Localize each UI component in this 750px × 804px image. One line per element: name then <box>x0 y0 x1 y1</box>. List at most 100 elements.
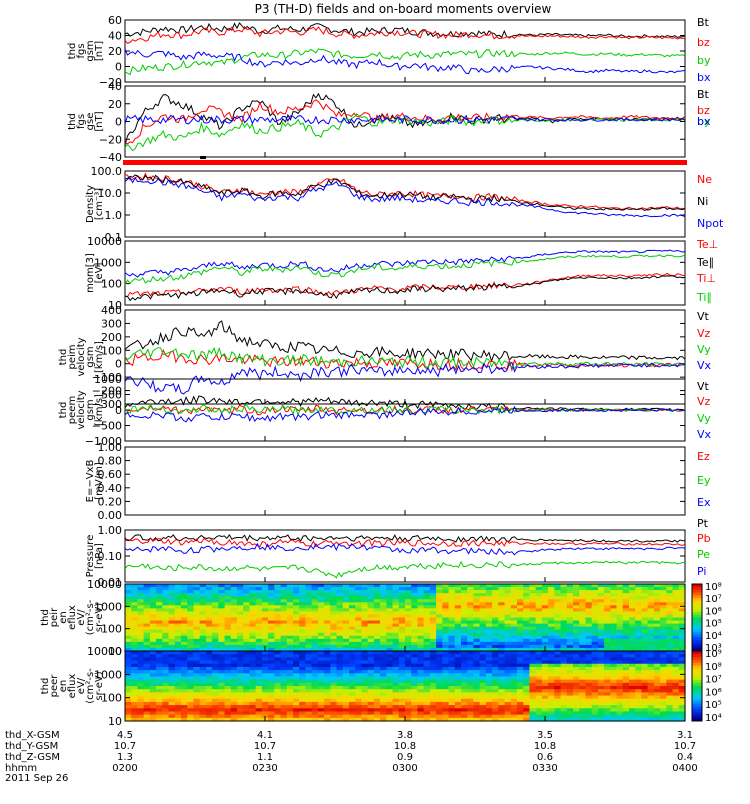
panel-peim: 4003002001000−100−200−300thdpeimvelocity… <box>58 304 712 411</box>
y-tick-label: 10000 <box>87 645 122 658</box>
series-fgs-gsm-by <box>124 48 686 76</box>
colorbar-label: 10⁷ <box>705 594 722 605</box>
legend-by: by <box>697 115 711 128</box>
series-fgs-gse-Bt <box>124 92 686 146</box>
series-peem-Vx <box>124 405 686 423</box>
x-tick-value-z: 0.6 <box>537 752 553 763</box>
x-tick-value-z: 0.9 <box>397 752 413 763</box>
legend-Pe: Pe <box>697 548 710 561</box>
y-axis-label: peim <box>67 344 78 369</box>
y-tick-label: 0.10 <box>98 550 123 563</box>
y-axis-label: gsm <box>85 399 96 420</box>
legend-Pi: Pi <box>697 565 706 578</box>
y-tick-label: 20 <box>108 45 122 58</box>
y-tick-label: 0.01 <box>98 576 123 589</box>
series-density-Ni <box>124 174 686 211</box>
series-fgs-gsm-bx <box>124 48 686 75</box>
y-tick-label: −500 <box>92 420 122 433</box>
series-temp-Ti⊥ <box>124 249 686 278</box>
heatmap-peer <box>125 651 686 722</box>
series-peim-Vt <box>124 320 686 363</box>
y-axis-label: [nT] <box>94 111 105 131</box>
y-tick-label: 0 <box>115 358 122 371</box>
y-axis-label: eflux <box>67 674 78 699</box>
y-axis-label: peer <box>49 674 60 698</box>
x-tick-value-t: 0330 <box>532 763 557 774</box>
y-axis-label: thd <box>58 349 69 366</box>
y-tick-label: 400 <box>101 304 122 317</box>
y-tick-label: 300 <box>101 317 122 330</box>
colorbar-label: 10⁵ <box>705 700 722 711</box>
y-tick-label: 100 <box>101 623 122 636</box>
x-tick-value-t: 0300 <box>392 763 417 774</box>
y-tick-label: −300 <box>92 398 122 411</box>
legend-Vz: Vz <box>697 395 711 408</box>
x-tick-value-x: 3.5 <box>537 730 553 741</box>
x-row-label: thd_X-GSM <box>5 730 60 741</box>
legend-Vx: Vx <box>697 359 712 372</box>
y-axis-label: [cm⁻³] <box>94 188 105 220</box>
y-tick-label: 100 <box>101 278 122 291</box>
series-temp-Te⊥ <box>124 272 686 298</box>
colorbar-label: 10³ <box>705 643 722 654</box>
y-axis-label: thd <box>67 113 78 130</box>
y-axis-label: peir <box>49 607 60 627</box>
y-axis-label: [km/s] <box>94 394 105 426</box>
x-tick-value-z: 0.4 <box>677 752 693 763</box>
y-axis-label: sr-eV) <box>94 671 105 700</box>
colorbar-label: 10⁶ <box>705 687 722 698</box>
legend-bz: bz <box>697 104 710 117</box>
series-density-Npot <box>124 176 686 218</box>
y-axis-label: E=−VxB <box>85 460 96 503</box>
y-tick-label: 1000 <box>94 600 122 613</box>
legend-Pt: Pt <box>697 517 709 530</box>
axes-frame <box>124 309 686 405</box>
y-axis-label: [nPa] <box>94 543 105 569</box>
x-row-label: hhmm <box>5 763 37 774</box>
panel-exb: 1.000.800.600.400.200.00E=−VxB[mV/m] Ez Ey… <box>85 441 711 522</box>
y-axis-label: eV/ <box>76 609 87 626</box>
legend-Vz: Vz <box>697 327 711 340</box>
x-tick-value-y: 10.7 <box>114 741 136 752</box>
legend-Ey: Ey <box>697 474 711 487</box>
y-tick-label: 10000 <box>87 578 122 591</box>
series-pressure-Pe <box>124 560 686 579</box>
y-axis-label: mom[3] <box>85 253 96 293</box>
series-fgs-gsm-bz <box>124 25 686 44</box>
y-tick-label: 100.0 <box>91 165 123 178</box>
x-tick-value-t: 0230 <box>252 763 277 774</box>
y-tick-label: −20 <box>99 133 122 146</box>
y-tick-label: 1000 <box>94 256 122 269</box>
y-tick-label: 0.1 <box>105 231 123 244</box>
x-row-label: thd_Y-GSM <box>5 741 58 752</box>
y-tick-label: 0.60 <box>98 468 123 481</box>
legend-Vt: Vt <box>697 380 710 393</box>
y-tick-label: 60 <box>108 14 122 27</box>
y-axis-label: fgs <box>76 43 87 58</box>
legend-bx: bx <box>697 115 711 128</box>
x-tick-value-x: 4.1 <box>257 730 273 741</box>
series-pressure-Pb <box>124 537 686 548</box>
legend-Te⊥: Te⊥ <box>696 238 718 251</box>
series-pressure-Pt <box>124 534 686 543</box>
x-tick-value-y: 10.8 <box>534 741 556 752</box>
y-tick-label: 10 <box>108 715 122 728</box>
y-axis-label: thd <box>40 609 51 626</box>
y-tick-label: 1.0 <box>105 209 123 222</box>
series-pressure-Pi <box>124 542 686 556</box>
y-axis-label: Pressure <box>85 535 96 578</box>
colorbar-label: 10⁵ <box>705 619 722 630</box>
y-tick-label: 0.20 <box>98 495 123 508</box>
y-axis-label: eV/ <box>76 677 87 694</box>
legend-Ex: Ex <box>697 496 711 509</box>
y-axis-label: Density <box>85 185 96 223</box>
colorbar-label: 10⁷ <box>705 675 722 686</box>
y-tick-label: 0.80 <box>98 455 123 468</box>
y-tick-label: 10 <box>108 645 122 658</box>
y-axis-label: en <box>58 680 69 693</box>
y-tick-label: 10000 <box>87 235 122 248</box>
series-fgs-gse-bx <box>124 114 686 125</box>
